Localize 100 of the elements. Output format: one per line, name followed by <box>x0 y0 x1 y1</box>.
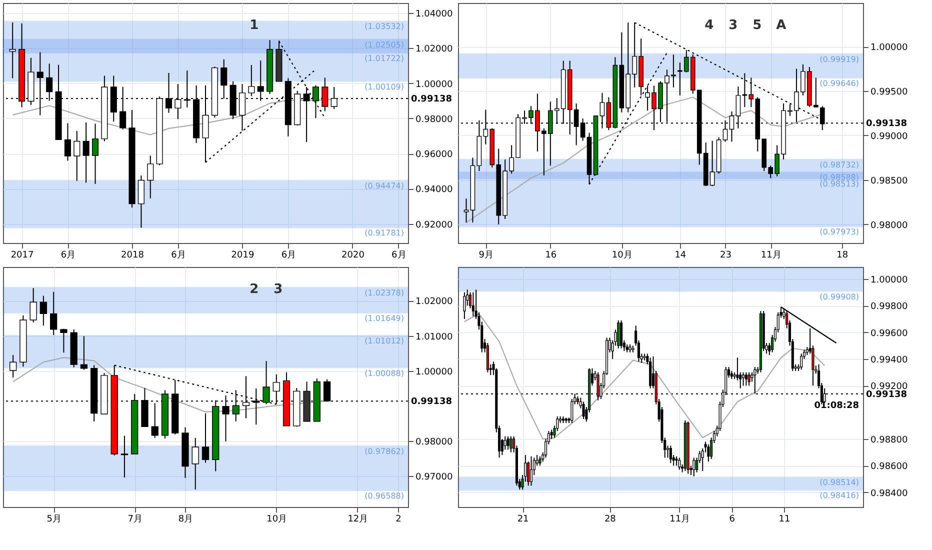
candlestick <box>710 140 715 187</box>
y-tick-label: 1.04000 <box>416 10 453 20</box>
y-tick-label: 0.99400 <box>870 356 908 366</box>
x-tick-label: 11月 <box>670 514 690 524</box>
candlestick <box>669 445 672 464</box>
candlestick <box>800 353 803 370</box>
x-tick-label: 2018 <box>121 250 144 260</box>
candlestick <box>742 372 745 386</box>
x-tick-label: 8月 <box>178 514 194 524</box>
ref-line-label: 0.99138 <box>866 390 907 400</box>
ref-line-label: 0.99138 <box>866 119 907 130</box>
candlestick <box>506 436 510 450</box>
annotation: (1.01722) <box>364 54 404 64</box>
x-tick-label: 28 <box>604 514 616 524</box>
x-tick-label: 5月 <box>46 514 62 524</box>
annotation: 2 <box>250 282 259 297</box>
candlestick <box>64 122 71 162</box>
x-tick-label: 6月 <box>171 250 186 260</box>
annotation: 01:08:28 <box>814 400 859 411</box>
x-tick-label: 6月 <box>281 250 296 260</box>
candlestick <box>744 372 748 386</box>
candlestick <box>754 366 756 394</box>
annotation: 4 <box>704 18 714 33</box>
y-tick-label: 0.96000 <box>416 150 453 160</box>
annotation: (1.01649) <box>364 314 404 323</box>
y-tick-label: 0.99000 <box>870 132 908 142</box>
y-tick-label: 0.99600 <box>870 328 908 339</box>
y-tick-label: 1.00000 <box>870 43 908 54</box>
annotation: 1 <box>250 18 259 33</box>
candlestick <box>30 288 37 323</box>
annotation: 3 <box>728 18 738 33</box>
candlestick <box>92 123 99 184</box>
x-tick-label: 2017 <box>10 250 34 260</box>
annotation: (0.98513) <box>820 180 859 189</box>
x-tick-label: 18 <box>836 250 848 260</box>
candlestick <box>60 328 68 354</box>
ref-line-label: 0.99138 <box>411 94 452 104</box>
candlestick <box>678 457 681 470</box>
y-tick-label: 1.00000 <box>870 276 908 286</box>
candlestick <box>504 436 506 450</box>
annotation: (0.98732) <box>820 160 859 170</box>
x-tick-label: 2 <box>396 514 402 524</box>
annotation: (0.98416) <box>820 491 859 500</box>
annotation: (0.97973) <box>820 228 859 237</box>
candlestick <box>138 175 144 228</box>
annotation: (1.02505) <box>364 40 404 50</box>
y-tick-label: 1.01000 <box>416 332 453 342</box>
candlestick <box>617 320 620 349</box>
annotation: (0.96588) <box>364 492 404 501</box>
annotation: (1.03532) <box>364 22 404 32</box>
y-tick-label: 0.98600 <box>870 462 908 472</box>
candlestick <box>692 457 696 477</box>
annotation: (0.97862) <box>364 446 404 456</box>
x-tick-label: 9月 <box>478 250 494 260</box>
annotation: (0.99908) <box>820 292 859 302</box>
candlestick <box>582 401 585 420</box>
candlestick <box>620 320 623 349</box>
annotation: (0.99646) <box>820 79 859 88</box>
x-tick-label: 10月 <box>266 514 288 524</box>
candlestick <box>530 456 533 486</box>
candlestick <box>649 357 652 389</box>
candlestick <box>151 402 158 438</box>
x-tick-label: 14 <box>674 250 686 260</box>
candlestick <box>538 456 542 466</box>
annotation: (1.00109) <box>364 82 404 92</box>
candlestick <box>50 291 58 336</box>
candlestick <box>463 292 466 320</box>
candlestick <box>486 342 489 373</box>
x-tick-label: 12月 <box>348 514 368 524</box>
candlestick <box>248 64 255 97</box>
annotation: (0.94474) <box>364 181 404 190</box>
x-tick-label: 2019 <box>231 250 254 260</box>
candlestick <box>147 155 154 199</box>
candlestick <box>40 295 48 326</box>
y-tick-label: 1.02000 <box>416 297 453 308</box>
y-tick-label: 1.00000 <box>416 367 453 378</box>
y-tick-label: 0.99500 <box>870 88 908 98</box>
annotation: (1.02378) <box>364 288 404 298</box>
x-tick-label: 21 <box>517 514 529 524</box>
candlestick <box>9 354 17 378</box>
x-tick-label: 16 <box>545 250 557 260</box>
y-tick-label: 0.98800 <box>870 436 908 446</box>
candlestick <box>202 412 210 464</box>
candlestick <box>707 444 710 462</box>
annotation: 5 <box>752 18 762 33</box>
x-tick-label: 11月 <box>760 250 782 260</box>
candlestick <box>192 437 199 490</box>
x-tick-label: 7月 <box>128 514 142 524</box>
y-tick-label: 1.00000 <box>416 80 453 90</box>
x-tick-label: 10月 <box>612 250 632 260</box>
x-tick-label: 2020 <box>342 250 365 260</box>
y-tick-label: 0.97000 <box>416 472 453 483</box>
annotation: (1.00088) <box>364 368 404 378</box>
candlestick <box>675 456 678 466</box>
annotation: 3 <box>274 282 283 297</box>
annotation: A <box>776 18 786 33</box>
annotation: (0.98514) <box>820 478 859 488</box>
annotation: (0.91781) <box>364 228 404 238</box>
y-tick-label: 1.02000 <box>416 44 453 55</box>
candlestick <box>748 372 750 386</box>
